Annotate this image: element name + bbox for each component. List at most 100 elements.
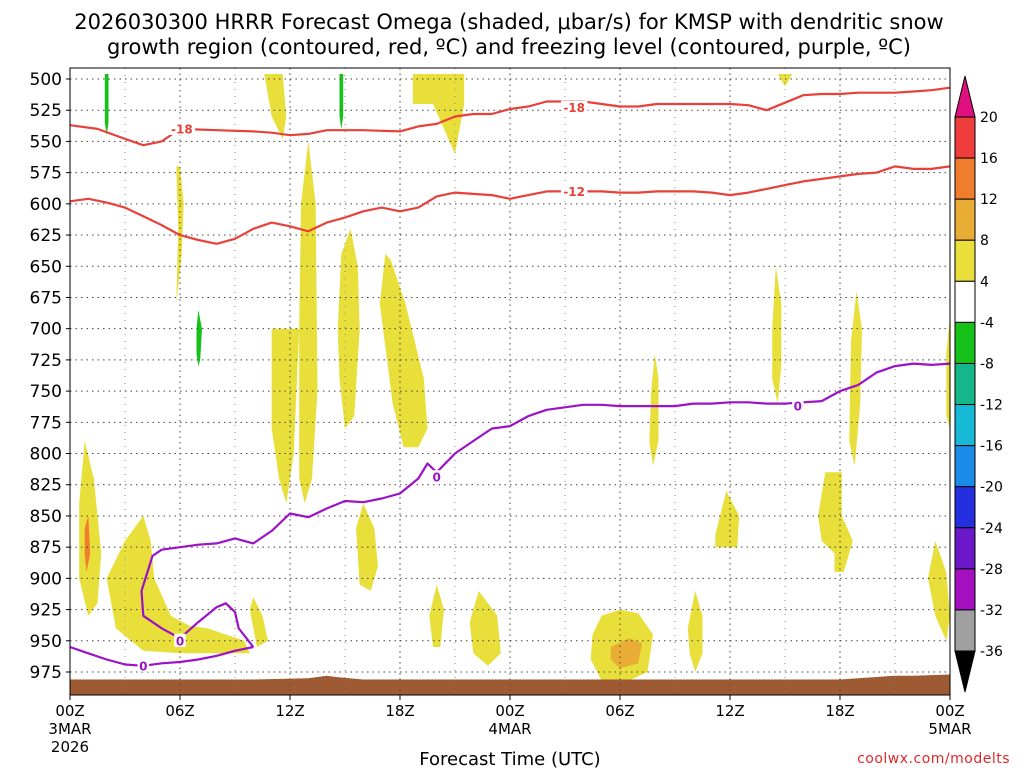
colorbar-bin — [954, 445, 976, 488]
freezing-level-label: 0 — [794, 400, 802, 414]
colorbar-bottom-arrow — [954, 650, 976, 693]
colorbar-bin — [954, 404, 976, 447]
ytick-label: 650 — [30, 257, 62, 277]
colorbar-tick-label: -20 — [980, 480, 1003, 496]
ytick-label: 950 — [30, 632, 62, 652]
ytick-label: 925 — [30, 601, 62, 621]
ytick-label: 825 — [30, 476, 62, 496]
credit-text: coolwx.com/modelts — [857, 751, 1010, 767]
colorbar-bin — [954, 116, 976, 159]
xtick-date: 3MAR — [48, 720, 91, 738]
colorbar-bin — [954, 157, 976, 200]
freezing-level-label-bg — [137, 658, 150, 672]
xtick-label: 12Z — [715, 702, 744, 720]
dgz-minus18-label-bg — [560, 100, 588, 114]
colorbar-tick-label: -36 — [980, 644, 1003, 660]
ytick-label: 800 — [30, 445, 62, 465]
ytick-label: 600 — [30, 195, 62, 215]
omega-pos-12 — [849, 291, 862, 466]
freezing-level-label-bg — [792, 399, 804, 413]
colorbar-tick-label: -28 — [980, 562, 1003, 578]
omega-pos-16 — [249, 597, 268, 647]
omega-pos-14 — [79, 441, 102, 616]
ytick-label: 550 — [30, 132, 62, 152]
colorbar-tick-label: -24 — [980, 521, 1003, 537]
xtick-date: 4MAR — [488, 720, 531, 738]
omega-pos-4 — [777, 74, 793, 87]
freezing-level-label: 0 — [139, 659, 147, 673]
xtick-label: 00Z — [495, 702, 524, 720]
ytick-label: 775 — [30, 413, 62, 433]
omega-pos-9 — [379, 253, 428, 448]
gridlines — [69, 68, 951, 695]
omega-pos-8 — [337, 228, 360, 429]
colorbar-tick-label: -8 — [980, 356, 994, 372]
y-axis-ticks: 500 525 550 575 600 625 650 675 700 725 750 775 800 8… — [30, 70, 70, 683]
ytick-label: 975 — [30, 663, 62, 683]
xtick-label: 18Z — [825, 702, 854, 720]
omega-pos-10 — [649, 353, 659, 466]
ytick-label: 625 — [30, 226, 62, 246]
chart-title-line1: 2026030300 HRRR Forecast Omega (shaded, … — [74, 10, 943, 34]
freezing-level-label-bg — [174, 633, 186, 647]
omega-pos-26 — [84, 515, 91, 573]
colorbar-bin — [954, 362, 976, 406]
dgz-minus12-line — [70, 165, 950, 245]
contour-lines: -18 -18 -12 0 0 0 0 — [70, 86, 950, 673]
xtick-label: 00Z — [55, 702, 84, 720]
ytick-label: 500 — [30, 70, 62, 90]
colorbar-bin — [954, 321, 976, 364]
xtick-date: 5MAR — [928, 720, 971, 738]
colorbar-bin — [954, 239, 976, 282]
colorbar-tick-label: 20 — [980, 110, 998, 126]
freezing-level-label: 0 — [176, 634, 184, 648]
freezing-level-line — [140, 362, 950, 648]
omega-pos-22 — [687, 590, 703, 672]
colorbar-bin — [954, 568, 976, 611]
ytick-label: 675 — [30, 288, 62, 308]
chart-title-line2: growth region (contoured, red, ºC) and f… — [107, 35, 911, 59]
colorbar-top-arrow — [954, 75, 976, 118]
ytick-label: 750 — [30, 382, 62, 402]
dgz-minus18-line — [70, 124, 181, 147]
omega-shading — [79, 74, 950, 685]
omega-pos-24 — [818, 472, 853, 573]
dgz-minus12-label-bg — [560, 184, 588, 198]
omega-pos-2 — [433, 104, 465, 154]
xtick-label: 06Z — [165, 702, 194, 720]
colorbar-bin — [954, 280, 976, 323]
colorbar-tick-label: 4 — [980, 274, 989, 290]
colorbar-bin — [954, 198, 976, 241]
xtick-label: 12Z — [275, 702, 304, 720]
omega-neg-1 — [104, 74, 109, 136]
omega-pos-15 — [106, 515, 250, 654]
x-axis-label: Forecast Time (UTC) — [419, 749, 600, 768]
omega-pos-6 — [271, 328, 300, 504]
omega-pos-13 — [946, 316, 950, 429]
xtick-year: 2026 — [51, 738, 89, 756]
xtick-label: 06Z — [605, 702, 634, 720]
ytick-label: 525 — [30, 101, 62, 121]
xtick-label: 00Z — [935, 702, 964, 720]
colorbar-tick-label: 8 — [980, 233, 989, 249]
colorbar-tick-label: 12 — [980, 192, 998, 208]
freezing-level-label-bg — [430, 470, 443, 484]
xtick-label: 18Z — [385, 702, 414, 720]
colorbar-tick-label: 16 — [980, 151, 998, 167]
ytick-label: 875 — [30, 538, 62, 558]
colorbar-bin — [954, 609, 976, 652]
omega-pos-19 — [469, 590, 501, 666]
freezing-level-line — [70, 645, 254, 667]
colorbar-tick-label: -16 — [980, 439, 1003, 455]
ytick-label: 900 — [30, 569, 62, 589]
dgz-minus12-label: -12 — [563, 185, 585, 199]
omega-neg-2 — [339, 74, 344, 129]
colorbar: 20 16 12 8 4 -4 -8 -12 -16 -20 -24 -28 -32 -36 — [954, 75, 1003, 693]
colorbar-tick-label: -4 — [980, 315, 994, 331]
colorbar-bin — [954, 486, 976, 529]
ytick-label: 725 — [30, 351, 62, 371]
dgz-minus18-line — [179, 86, 950, 137]
ytick-label: 575 — [30, 164, 62, 184]
